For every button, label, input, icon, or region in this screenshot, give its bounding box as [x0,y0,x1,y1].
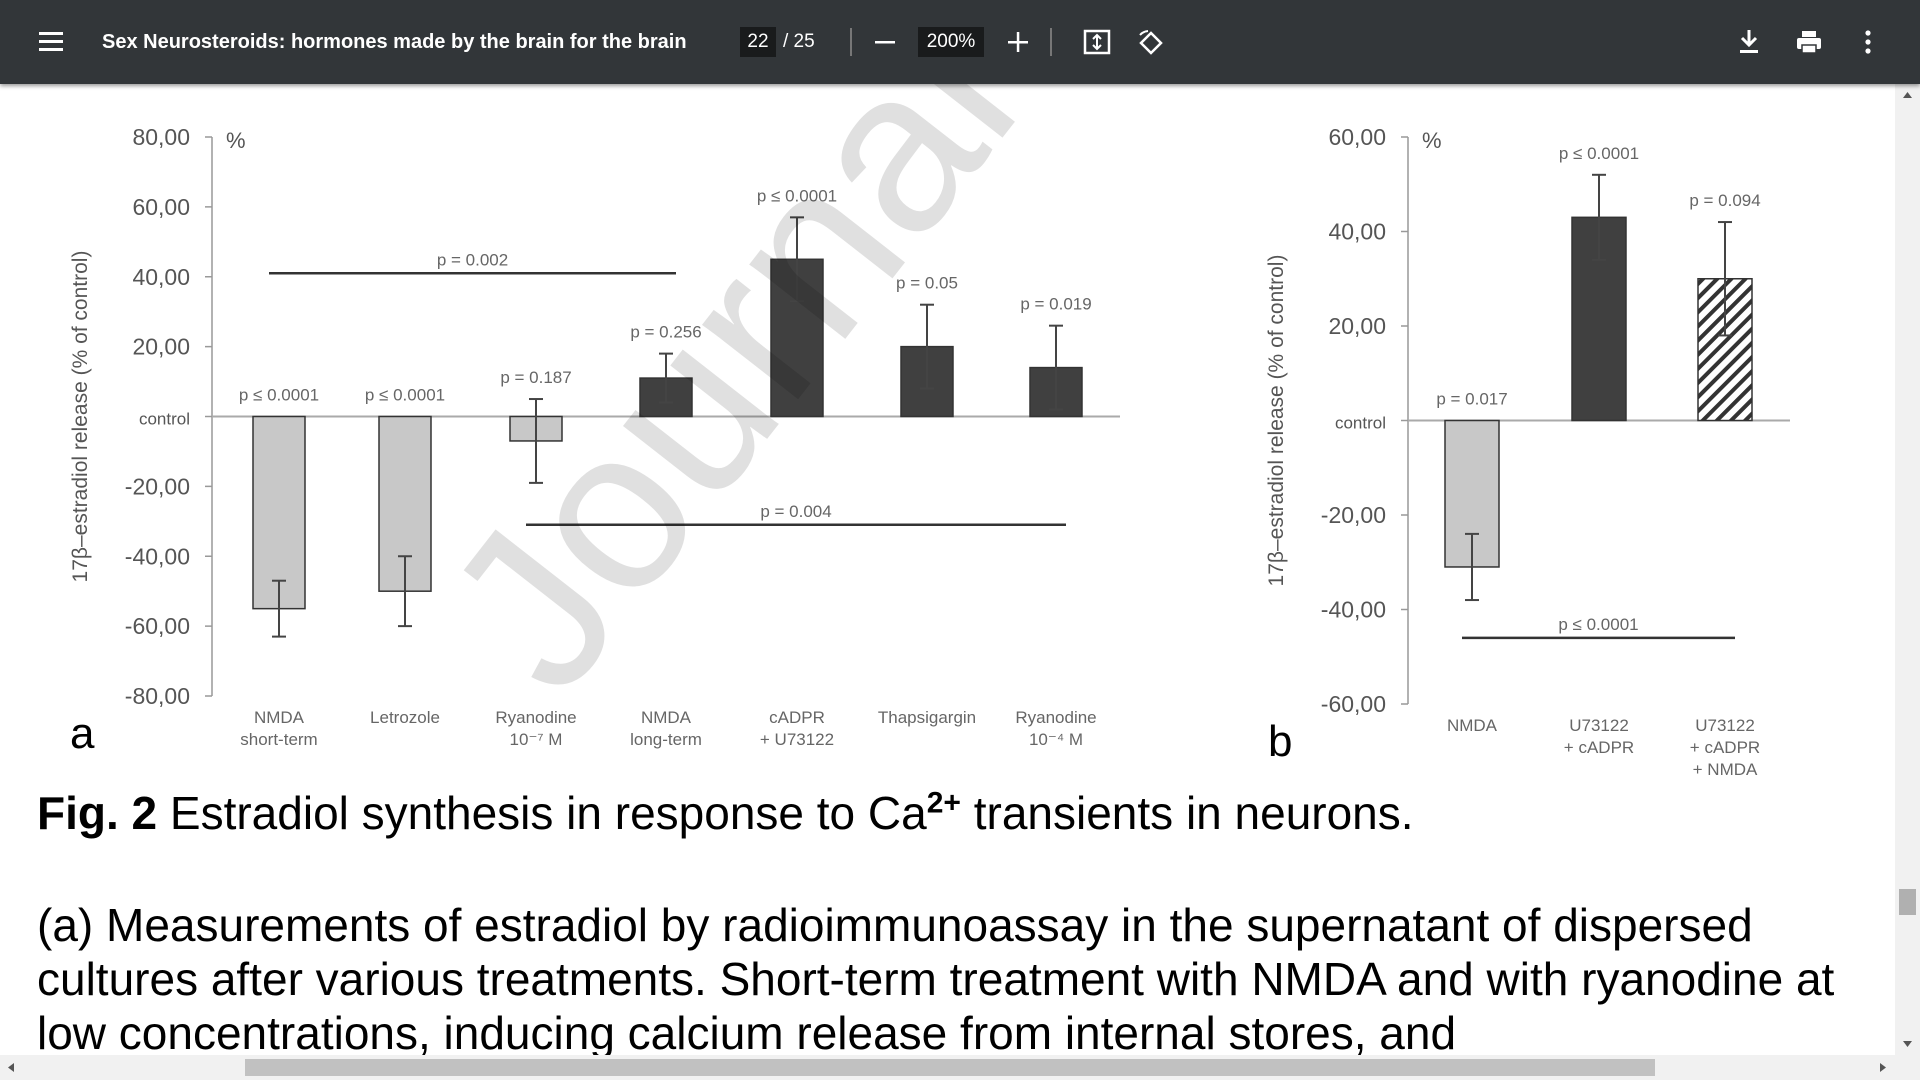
document-page: 80,00 60,00 40,00 20,00 control -20,00 -40,00 -… [0,84,1895,1055]
scroll-arrows [1899,92,1916,1047]
x-tick-label: Letrozole [370,708,440,727]
y-axis-title: 17β–estradiol release (% of control) [69,251,92,583]
x-tick-label: U73122 + cADPR + NMDA [1690,716,1760,779]
panel-letter: b [1268,717,1292,766]
caption-text: Estradiol synthesis in response to Ca [157,787,927,839]
bar [1697,278,1753,422]
zoom-input[interactable]: 200% [918,27,984,57]
p-value-label: p = 0.019 [1020,295,1091,314]
scroll-arrows [8,1059,1886,1076]
bracket-label: p = 0.004 [760,502,831,521]
page-input[interactable]: 22 [740,27,776,57]
error-bar [1465,532,1479,602]
x-tick-label: NMDA [1447,716,1498,735]
figure-caption: Fig. 2 Estradiol synthesis in response t… [37,786,1414,840]
y-tick-label: 40,00 [132,264,190,290]
y-tick-label: 80,00 [132,124,190,150]
document-title: Sex Neurosteroids: hormones made by the … [102,31,687,53]
y-tick-label: -60,00 [125,613,190,639]
bracket-label: p ≤ 0.0001 [1558,615,1638,634]
x-tick-label: Ryanodine 10⁻⁴ M [1015,708,1096,749]
paragraph: (a) Measurements of estradiol by radioim… [37,899,1835,1055]
y-tick-label: -20,00 [125,473,190,499]
zoom-in-button[interactable] [1006,30,1030,54]
p-value-label: p ≤ 0.0001 [365,386,445,405]
x-tick-label: Thapsigargin [878,708,976,727]
y-tick-label: control [139,410,190,429]
more-button[interactable] [1858,28,1878,56]
p-value-label: p = 0.05 [896,274,958,293]
vertical-scrollbar[interactable] [1895,84,1920,1055]
bracket-label: p = 0.002 [437,250,508,269]
x-tick-label: NMDA long-term [630,708,702,749]
divider [850,28,852,56]
caption-text-end: transients in neurons. [960,787,1414,839]
p-value-label: p = 0.187 [500,368,571,387]
y-tick-label: -80,00 [125,683,190,709]
x-tick-label: cADPR + U73122 [760,708,834,749]
error-bar [1049,324,1063,411]
p-value-label: p = 0.017 [1436,390,1507,409]
caption-label: Fig. 2 [37,787,158,839]
p-value-label: p ≤ 0.0001 [239,386,319,405]
panel-letter: a [70,709,95,758]
y-tick-label: 60,00 [132,194,190,220]
toolbar: Sex Neurosteroids: hormones made by the … [0,0,1920,84]
horizontal-scrollbar[interactable] [0,1055,1920,1080]
y-axis-title: 17β–estradiol release (% of control) [1265,255,1288,587]
y-tick-label: -40,00 [125,543,190,569]
x-tick-label: U73122 + cADPR [1564,716,1634,757]
figure: 80,00 60,00 40,00 20,00 control -20,00 -40,00 -… [69,124,1790,779]
page-total: / 25 [783,31,815,52]
y-tick-label: 20,00 [132,334,190,360]
y-tick-label: -20,00 [1321,502,1386,528]
caption-sup: 2+ [926,786,961,820]
download-button[interactable] [1736,28,1762,56]
error-bar [659,352,673,404]
y-tick-label: 60,00 [1328,124,1386,150]
y-tick-label: control [1335,414,1386,433]
p-value-label: p ≤ 0.0001 [757,186,837,205]
y-tick-label: -60,00 [1321,691,1386,717]
rotate-button[interactable] [1137,29,1165,57]
p-value-label: p ≤ 0.0001 [1559,144,1639,163]
unit-label: % [226,128,246,153]
y-tick-label: 40,00 [1328,219,1386,245]
p-value-label: p = 0.256 [630,323,701,342]
error-bar [1592,173,1606,261]
x-tick-label: NMDA short-term [240,708,317,749]
unit-label: % [1422,128,1442,153]
error-bar [272,579,286,638]
error-bar [920,303,934,390]
error-bar [1718,221,1732,337]
error-bar [529,398,543,484]
print-button[interactable] [1795,28,1823,56]
menu-button[interactable] [38,30,64,54]
error-bar [398,555,412,628]
error-bar [790,216,804,303]
y-tick-label: 20,00 [1328,313,1386,339]
zoom-out-button[interactable] [873,30,897,54]
y-tick-label: -40,00 [1321,597,1386,623]
x-tick-label: Ryanodine 10⁻⁷ M [495,708,576,749]
divider [1050,28,1052,56]
bar [252,415,306,610]
p-value-label: p = 0.094 [1689,191,1760,210]
fit-page-button[interactable] [1083,29,1111,55]
